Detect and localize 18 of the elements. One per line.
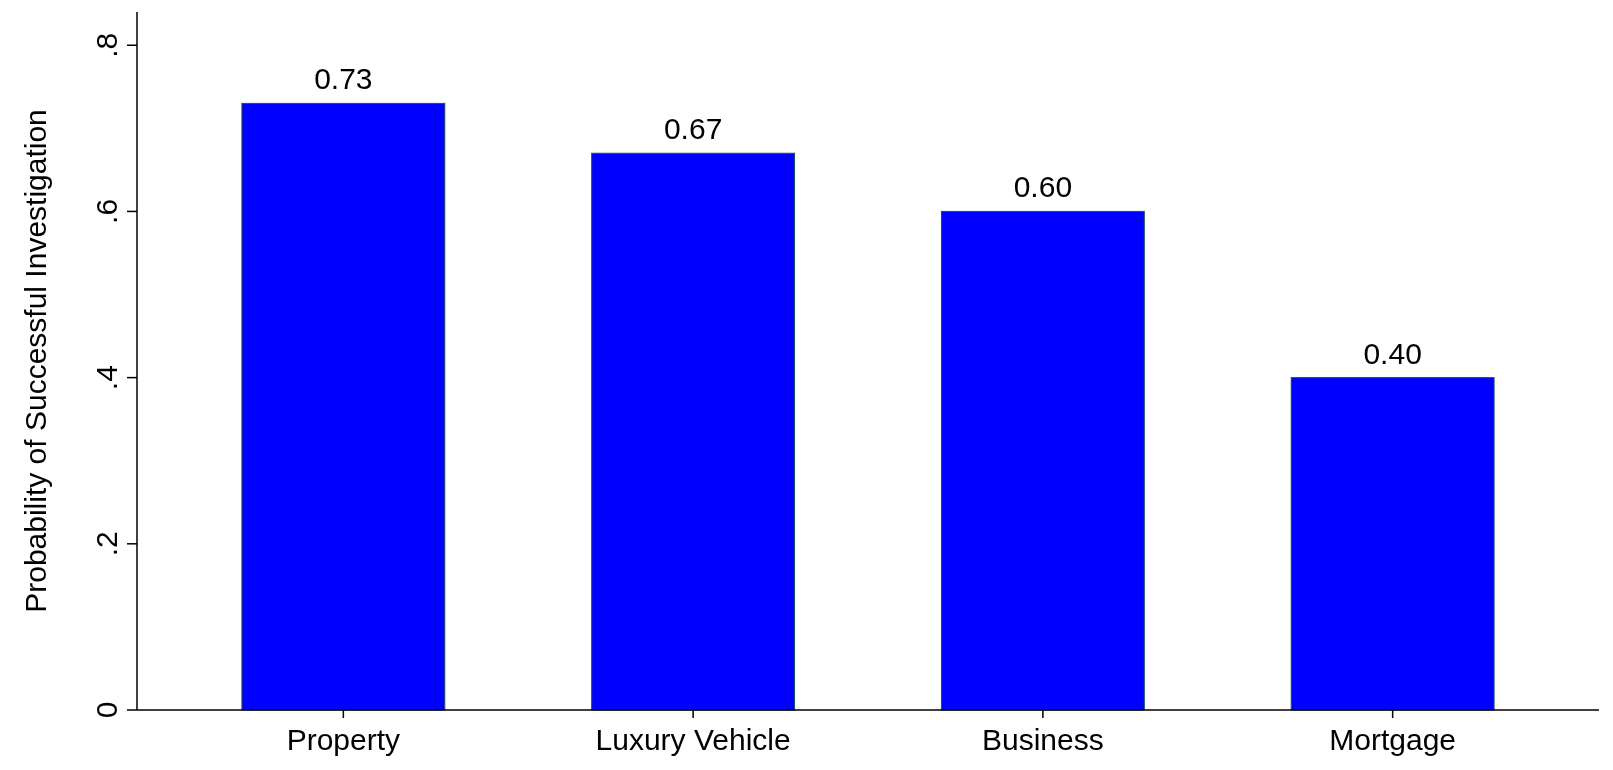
bar bbox=[241, 102, 446, 711]
bar bbox=[1290, 377, 1495, 711]
data-label: 0.73 bbox=[314, 62, 373, 96]
y-tick-label: .6 bbox=[90, 198, 123, 224]
x-tick-label: Business bbox=[982, 723, 1104, 756]
y-axis-title: Probability of Successful Investigation bbox=[19, 109, 52, 613]
data-label: 0.40 bbox=[1363, 336, 1422, 370]
y-tick-label: .4 bbox=[90, 365, 123, 391]
bar bbox=[940, 210, 1145, 711]
y-tick-label: .8 bbox=[90, 32, 123, 58]
x-tick-label: Luxury Vehicle bbox=[595, 723, 791, 756]
bar bbox=[591, 152, 796, 711]
data-label: 0.67 bbox=[663, 112, 723, 146]
x-tick-label: Property bbox=[286, 723, 401, 756]
y-tick-label: 0 bbox=[90, 701, 123, 719]
data-label: 0.60 bbox=[1013, 170, 1073, 204]
x-tick-label: Mortgage bbox=[1329, 723, 1457, 756]
y-tick-label: .2 bbox=[90, 531, 123, 557]
